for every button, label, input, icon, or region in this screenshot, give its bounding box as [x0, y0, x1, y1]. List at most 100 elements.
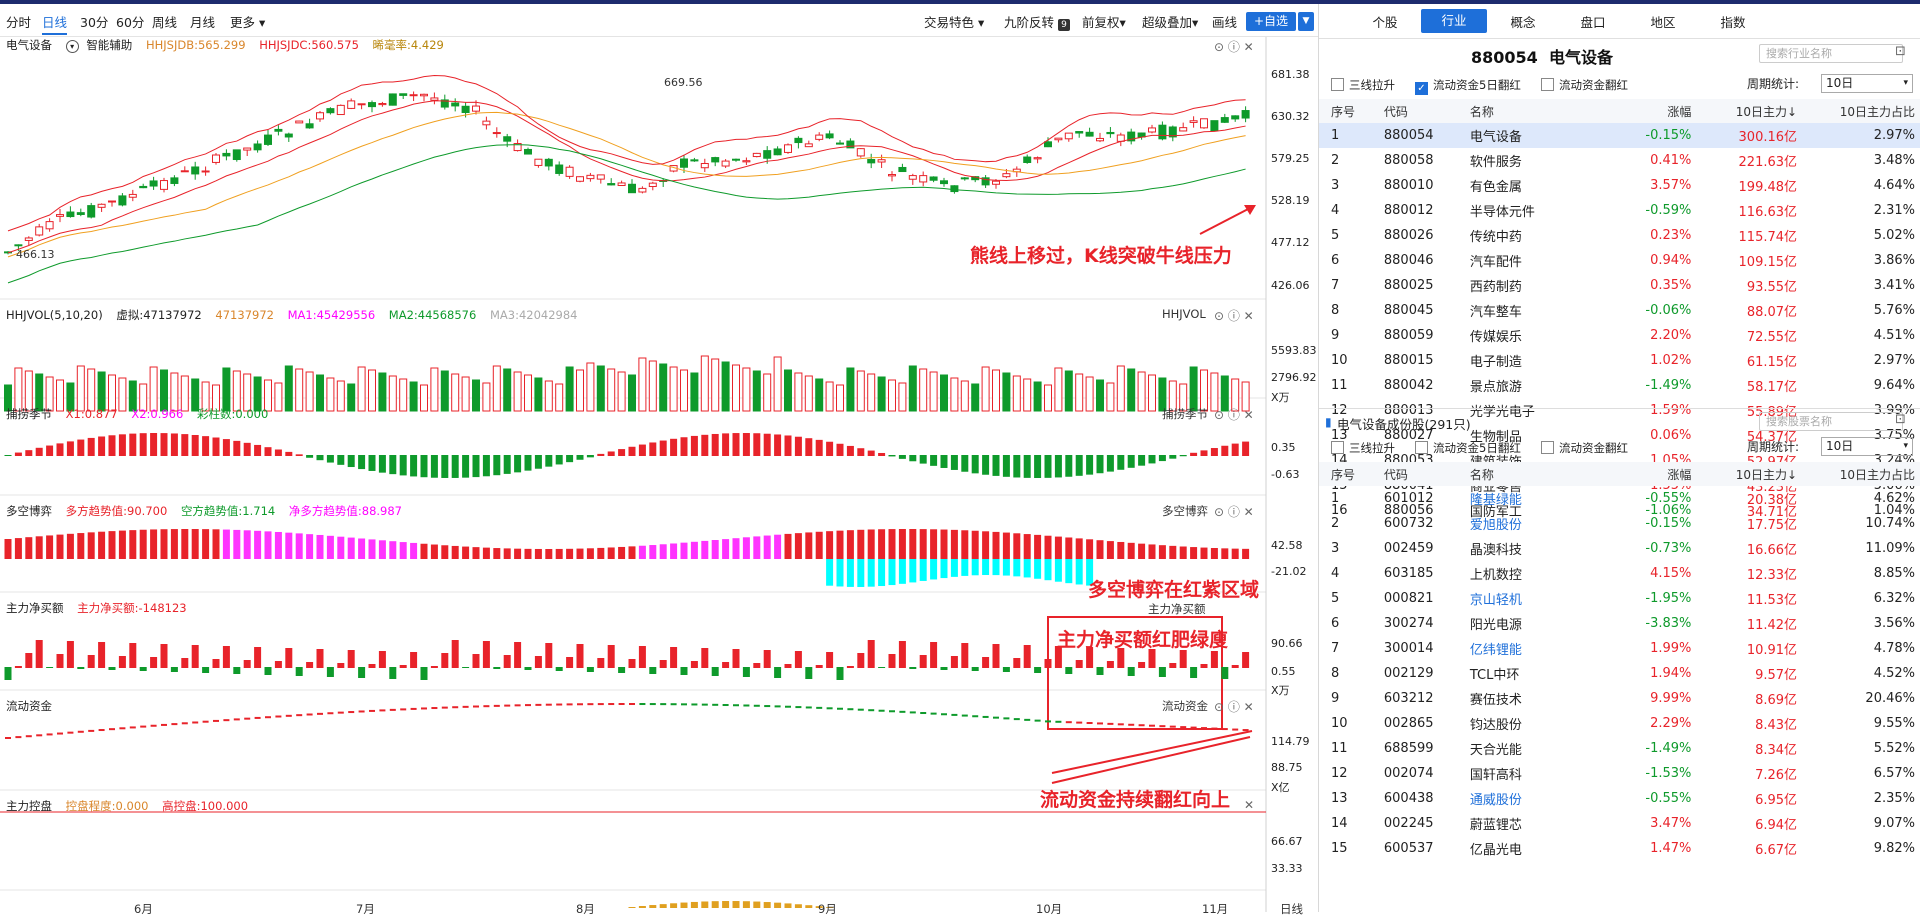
search-icon[interactable]: ⊡: [1895, 44, 1906, 59]
menu-adjust[interactable]: 前复权▾: [1082, 12, 1126, 31]
column-header[interactable]: 序号: [1319, 462, 1383, 486]
candle-body: [274, 128, 283, 132]
table-row[interactable]: 7 300014 亿纬锂能 1.99% 10.91亿 4.78%: [1319, 636, 1920, 661]
stock-search-input[interactable]: 搜索股票名称: [1759, 412, 1903, 431]
table-row[interactable]: 10 002865 钧达股份 2.29% 8.43亿 9.55%: [1319, 711, 1920, 736]
table-row[interactable]: 13 880027 生物制品 0.06% 54.37亿 3.75%: [1319, 423, 1920, 448]
table-row[interactable]: 10 880015 电子制造 1.02% 61.15亿 2.97%: [1319, 348, 1920, 373]
filter-flow-5day[interactable]: ✓ 流动资金5日翻红: [1415, 77, 1521, 95]
volume-bar: [711, 358, 720, 412]
table-row[interactable]: 12 002074 国轩高科 -1.53% 7.26亿 6.57%: [1319, 761, 1920, 786]
table-row[interactable]: 14 002245 蔚蓝锂芯 3.47% 6.94亿 9.07%: [1319, 811, 1920, 836]
volume-bar: [763, 373, 772, 412]
panel-control-icons[interactable]: ⊙ ⓘ ✕: [1214, 505, 1254, 519]
column-header[interactable]: 代码: [1382, 99, 1469, 123]
tab-daily[interactable]: 日线: [42, 12, 68, 35]
close-icon[interactable]: ✕: [1244, 798, 1255, 812]
tab-more[interactable]: 更多 ▾: [230, 12, 265, 31]
tab-industry[interactable]: 行业: [1421, 9, 1487, 33]
panel-control-icons[interactable]: ⊙ ⓘ ✕: [1214, 309, 1254, 323]
filter-flow-red[interactable]: 流动资金翻红: [1541, 77, 1628, 93]
filter-flow-red[interactable]: 流动资金翻红: [1541, 440, 1628, 456]
vol-virtual: 虚拟:47137972: [116, 308, 202, 322]
catch-bar: [191, 434, 199, 456]
column-header[interactable]: 10日主力占比: [1803, 462, 1920, 486]
period-label[interactable]: 日线: [1280, 902, 1303, 916]
menu-trade-feature[interactable]: 交易特色 ▾: [924, 12, 984, 31]
table-row[interactable]: 1 880054 电气设备 -0.15% 300.16亿 2.97%: [1319, 123, 1920, 148]
assist-toggle-icon[interactable]: ▾: [65, 40, 79, 53]
column-header[interactable]: 10日主力↓: [1697, 462, 1804, 486]
industry-search-input[interactable]: 搜索行业名称: [1759, 44, 1903, 63]
panel-control-icons[interactable]: ⊙ ⓘ ✕: [1214, 408, 1254, 422]
hhdb-value: HHJSJDB:565.299: [145, 38, 246, 52]
row-code: 880026: [1383, 228, 1434, 243]
table-row[interactable]: 15 600537 亿晶光电 1.47% 6.67亿 9.82%: [1319, 836, 1920, 861]
table-row[interactable]: 9 880059 传媒娱乐 2.20% 72.55亿 4.51%: [1319, 323, 1920, 348]
table-row[interactable]: 11 880042 景点旅游 -1.49% 58.17亿 9.64%: [1319, 373, 1920, 398]
volume-bar: [607, 368, 616, 412]
row-main-flow: 17.75亿: [1746, 518, 1798, 533]
table-row[interactable]: 9 603212 赛伍技术 9.99% 8.69亿 20.46%: [1319, 686, 1920, 711]
panel-control-icons[interactable]: ⊙ ⓘ ✕: [1214, 700, 1254, 714]
table-row[interactable]: 16 880056 国防军工 -1.06% 34.71亿 1.04%: [1319, 498, 1920, 523]
search-icon[interactable]: ⊡: [1895, 412, 1906, 427]
tab-weekly[interactable]: 周线: [152, 15, 178, 30]
mainbuy-bar: [638, 646, 646, 668]
filter-flow-5day[interactable]: 流动资金5日翻红: [1415, 440, 1521, 456]
add-watchlist-dropdown[interactable]: ▼: [1298, 12, 1314, 31]
tab-60min[interactable]: 60分: [116, 15, 145, 30]
table-row[interactable]: 8 880045 汽车整车 -0.06% 88.07亿 5.76%: [1319, 298, 1920, 323]
catch-bar: [763, 433, 771, 456]
filter-three-line[interactable]: 三线拉升: [1331, 77, 1395, 93]
table-row[interactable]: 3 002459 晶澳科技 -0.73% 16.66亿 11.09%: [1319, 536, 1920, 561]
chart-area[interactable]: 电气设备 ▾ 智能辅助 HHJSJDB:565.299 HHJSJDC:560.…: [0, 37, 1318, 916]
menu-nine-reverse[interactable]: 九阶反转 9: [1004, 12, 1070, 31]
tab-region[interactable]: 地区: [1650, 15, 1676, 30]
table-row[interactable]: 7 880025 西药制药 0.35% 93.55亿 3.41%: [1319, 273, 1920, 298]
row-index: 12: [1331, 766, 1348, 781]
duokong-name: 多空博弈: [6, 504, 52, 518]
table-row[interactable]: 5 000821 京山轻机 -1.95% 11.53亿 6.32%: [1319, 586, 1920, 611]
menu-overlay[interactable]: 超级叠加▾: [1142, 12, 1198, 31]
mainbuy-bar: [867, 640, 875, 668]
period-select[interactable]: 10日 ▾: [1821, 74, 1913, 93]
add-watchlist-button[interactable]: +自选: [1246, 12, 1296, 31]
mainbuy-bar: [1210, 651, 1218, 668]
catch-bar: [534, 455, 542, 469]
table-row[interactable]: 2 600732 爱旭股份 -0.15% 17.75亿 10.74%: [1319, 511, 1920, 536]
column-header[interactable]: 10日主力↓: [1697, 99, 1804, 123]
table-row[interactable]: 4 603185 上机数控 4.15% 12.33亿 8.85%: [1319, 561, 1920, 586]
table-row[interactable]: 6 300274 阳光电源 -3.83% 11.42亿 3.56%: [1319, 611, 1920, 636]
table-row[interactable]: 8 002129 TCL中环 1.94% 9.57亿 4.52%: [1319, 661, 1920, 686]
table-row[interactable]: 3 880010 有色金属 3.57% 199.48亿 4.64%: [1319, 173, 1920, 198]
table-row[interactable]: 6 880046 汽车配件 0.94% 109.15亿 3.86%: [1319, 248, 1920, 273]
duokong-bar: [118, 530, 126, 559]
panel-control-icons[interactable]: ⊙ ⓘ ✕: [1214, 40, 1254, 54]
tab-fenshi[interactable]: 分时: [6, 15, 32, 30]
table-row[interactable]: 2 880058 软件服务 0.41% 221.63亿 3.48%: [1319, 148, 1920, 173]
tab-monthly[interactable]: 月线: [190, 15, 216, 30]
column-header[interactable]: 涨幅: [1596, 462, 1698, 486]
tab-index[interactable]: 指数: [1720, 15, 1746, 30]
table-row[interactable]: 13 600438 通威股份 -0.55% 6.95亿 2.35%: [1319, 786, 1920, 811]
table-row[interactable]: 11 688599 天合光能 -1.49% 8.34亿 5.52%: [1319, 736, 1920, 761]
catch-bar: [378, 455, 386, 473]
period-select[interactable]: 10日 ▾: [1821, 437, 1913, 456]
filter-three-line[interactable]: 三线拉升: [1331, 440, 1395, 456]
column-header[interactable]: 序号: [1319, 99, 1383, 123]
table-row[interactable]: 5 880026 传统中药 0.23% 115.74亿 5.02%: [1319, 223, 1920, 248]
column-header[interactable]: 代码: [1382, 462, 1469, 486]
tab-30min[interactable]: 30分: [80, 15, 109, 30]
menu-draw[interactable]: 画线: [1212, 15, 1238, 30]
column-header[interactable]: 名称: [1468, 99, 1597, 123]
table-row[interactable]: 4 880012 半导体元件 -0.59% 116.63亿 2.31%: [1319, 198, 1920, 223]
tab-concept[interactable]: 概念: [1510, 15, 1536, 30]
tab-handicap[interactable]: 盘口: [1580, 15, 1606, 30]
column-header[interactable]: 名称: [1468, 462, 1597, 486]
column-header[interactable]: 涨幅: [1596, 99, 1698, 123]
duokong-bar: [25, 537, 33, 559]
tab-stock[interactable]: 个股: [1372, 15, 1398, 30]
column-header[interactable]: 10日主力占比: [1803, 99, 1920, 123]
table-row[interactable]: 1 601012 隆基绿能 -0.55% 20.38亿 4.62%: [1319, 486, 1920, 511]
